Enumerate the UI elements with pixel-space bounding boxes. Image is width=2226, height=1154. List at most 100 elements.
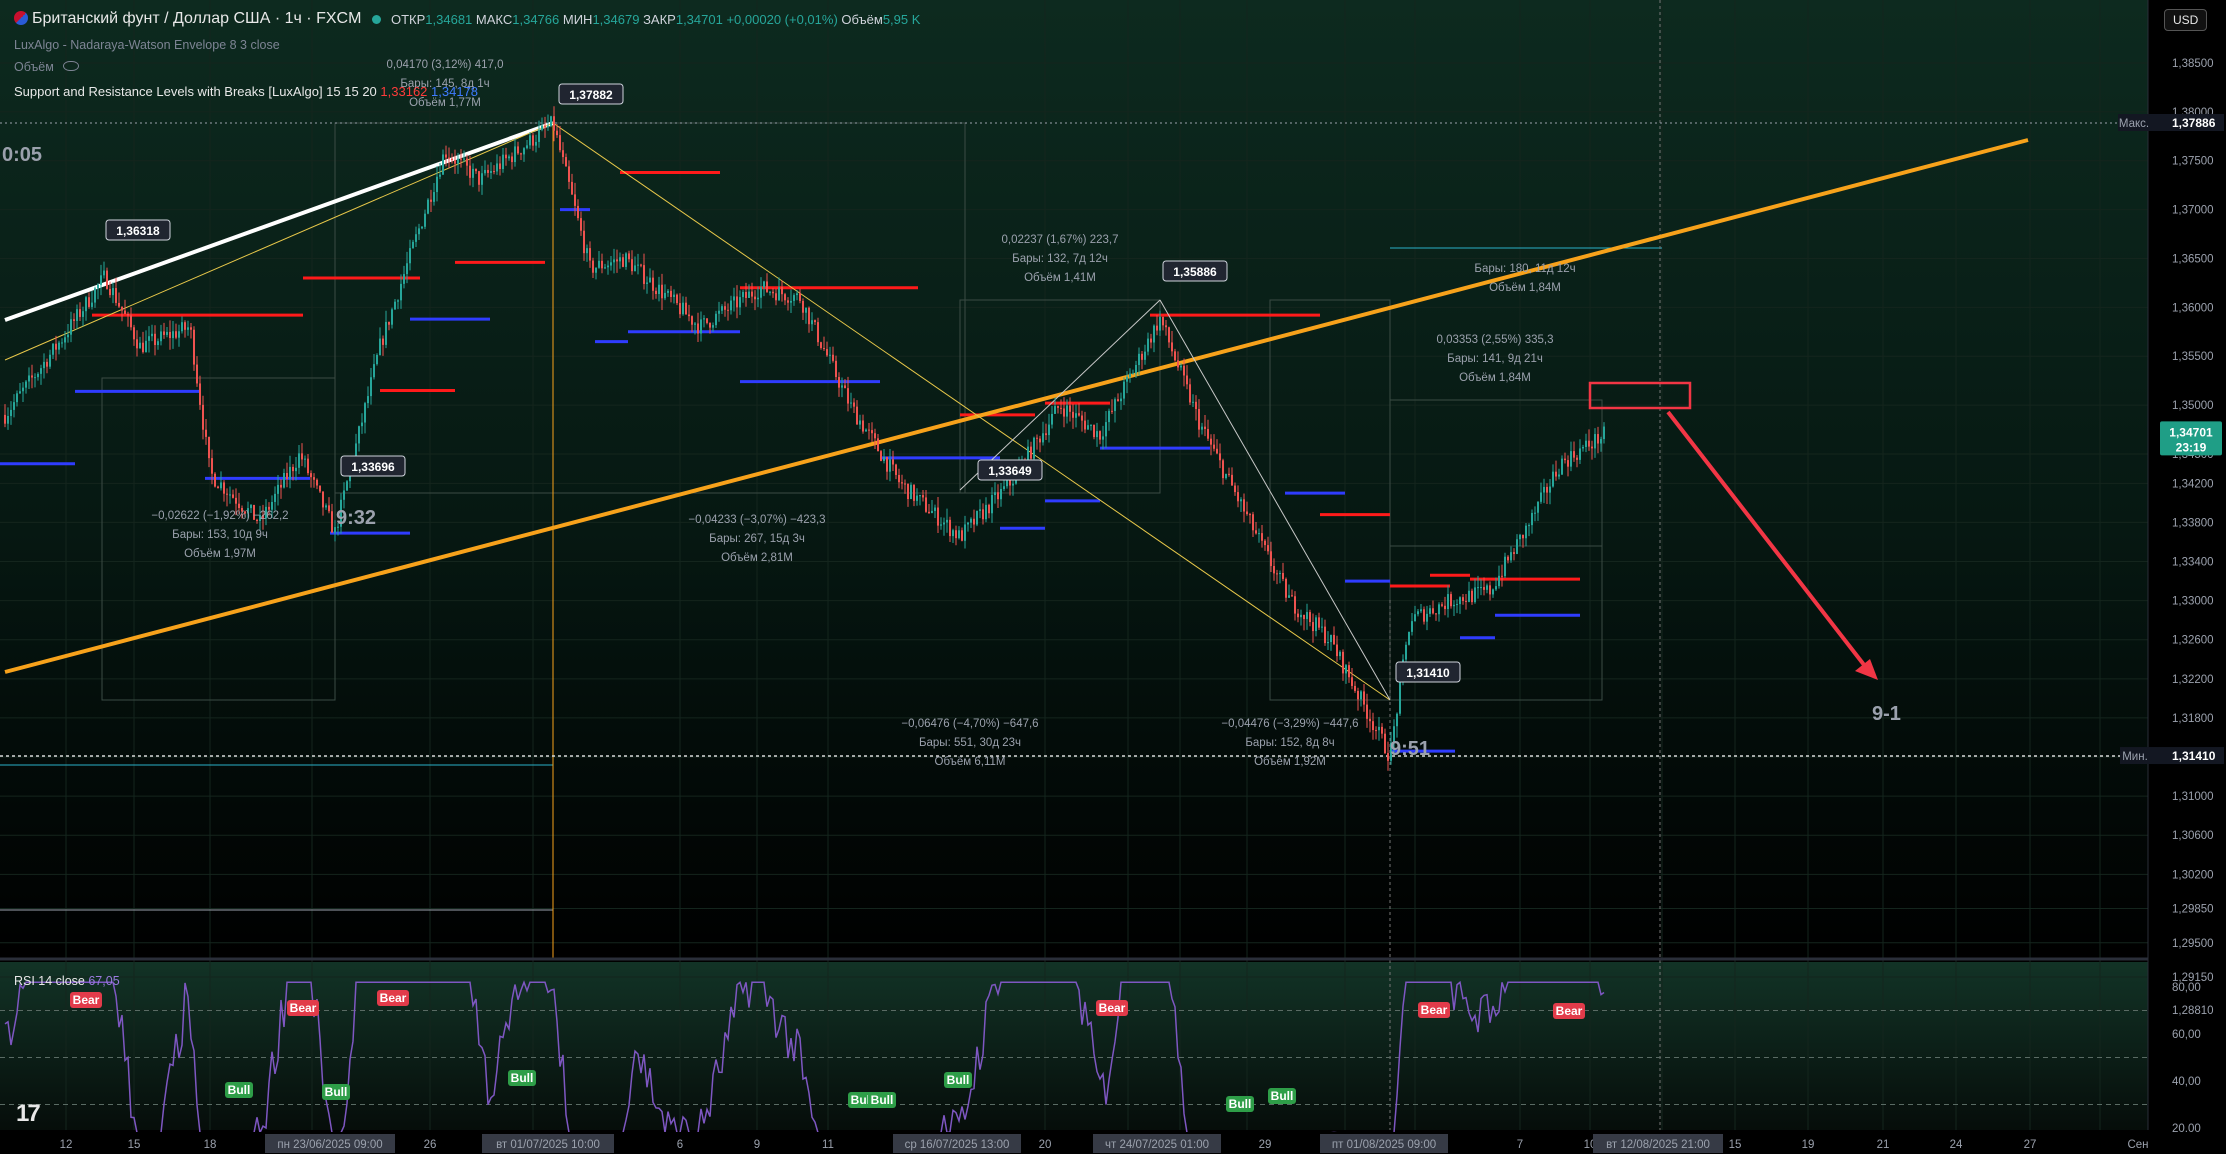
candle [1393, 726, 1395, 743]
bull-badge [322, 1084, 350, 1100]
candle [79, 309, 81, 317]
candle [496, 163, 498, 172]
symbol-title[interactable]: Британский фунт / Доллар США · 1ч · FXCM [14, 10, 361, 28]
candle [883, 456, 885, 461]
candle [841, 385, 843, 388]
candle [484, 169, 486, 174]
candle [1462, 597, 1464, 601]
candle [1162, 316, 1164, 326]
eye-hidden-icon[interactable] [63, 61, 80, 71]
candle [1174, 351, 1176, 361]
price-tick: 1,32600 [2172, 635, 2214, 647]
candle [1429, 608, 1431, 614]
candle [1243, 499, 1245, 512]
candle [1246, 511, 1248, 515]
candle [1573, 451, 1575, 458]
candle [1444, 605, 1446, 610]
candle [829, 354, 831, 356]
candle [1570, 451, 1572, 467]
measure-label: Объём 1,84M [1489, 282, 1561, 294]
candle [136, 339, 138, 349]
candle [283, 473, 285, 488]
candle [274, 493, 276, 502]
price-tick: 1,36000 [2172, 302, 2214, 314]
candle [1069, 405, 1071, 412]
trendline-orange [4, 138, 2029, 674]
volume-indicator-label: Объём [14, 60, 54, 74]
candle [76, 309, 78, 321]
candle [472, 168, 474, 178]
candle [1564, 458, 1566, 461]
candle [1555, 471, 1557, 477]
candle [955, 530, 957, 539]
candle [1006, 479, 1008, 487]
candle [10, 409, 12, 416]
candle [643, 265, 645, 284]
candle [1087, 425, 1089, 430]
trendline-grey [1159, 299, 1391, 701]
candle [1084, 420, 1086, 430]
candle [814, 320, 816, 323]
candle [1423, 609, 1425, 622]
candle [1540, 492, 1542, 502]
candle [253, 504, 255, 520]
candle [913, 484, 915, 501]
candle [1183, 365, 1185, 376]
candle [1204, 426, 1206, 430]
volume-indicator[interactable]: Объём [14, 60, 80, 74]
sr-indicator[interactable]: Support and Resistance Levels with Break… [14, 84, 478, 99]
candle [142, 342, 144, 353]
candle [1216, 448, 1218, 454]
candle [640, 264, 642, 266]
candle [1432, 608, 1434, 614]
time-tick: 7 [1517, 1139, 1523, 1151]
candle [445, 154, 447, 158]
candle [805, 307, 807, 313]
candle [916, 495, 918, 501]
candle [247, 508, 249, 514]
measure-label: −0,06476 (−4,70%) −647,6 [901, 718, 1038, 730]
candle [652, 277, 654, 291]
currency-button[interactable]: USD [2164, 9, 2208, 31]
candle [64, 337, 66, 343]
candle [430, 199, 432, 202]
bull-badge [508, 1070, 536, 1086]
candle [607, 265, 609, 268]
candle [691, 316, 693, 325]
candle [1117, 399, 1119, 402]
candle [1168, 327, 1170, 343]
trendline-yellow [4, 122, 554, 361]
candle [502, 154, 504, 170]
candle [145, 340, 147, 353]
candle [847, 388, 849, 404]
last-price-badge [2160, 421, 2222, 456]
candle [1351, 677, 1353, 686]
time-tick: 18 [204, 1139, 217, 1151]
candle [1447, 594, 1449, 610]
market-status-icon [372, 15, 381, 24]
envelope-indicator[interactable]: LuxAlgo - Nadaraya-Watson Envelope 8 3 c… [14, 38, 280, 52]
candle [616, 259, 618, 262]
candle [55, 343, 57, 350]
rsi-title[interactable]: RSI 14 close 67,05 [14, 974, 120, 988]
candle [1126, 376, 1128, 382]
candle [406, 263, 408, 275]
candle [469, 165, 471, 178]
candle-countdown: 23:19 [2176, 440, 2207, 454]
measure-box [959, 299, 1161, 494]
candle [379, 338, 381, 356]
bear-badge [1418, 1002, 1450, 1018]
candle [1153, 325, 1155, 343]
change-value: +0,00020 (+0,01%) [726, 12, 838, 27]
candle [793, 295, 795, 301]
candle [115, 288, 117, 303]
candle [1102, 436, 1104, 440]
time-tick: 27 [2024, 1139, 2037, 1151]
candle [70, 319, 72, 335]
candle [763, 281, 765, 288]
candle [817, 322, 819, 343]
candle [1009, 479, 1011, 486]
candle [1186, 375, 1188, 385]
candle [1537, 501, 1539, 513]
